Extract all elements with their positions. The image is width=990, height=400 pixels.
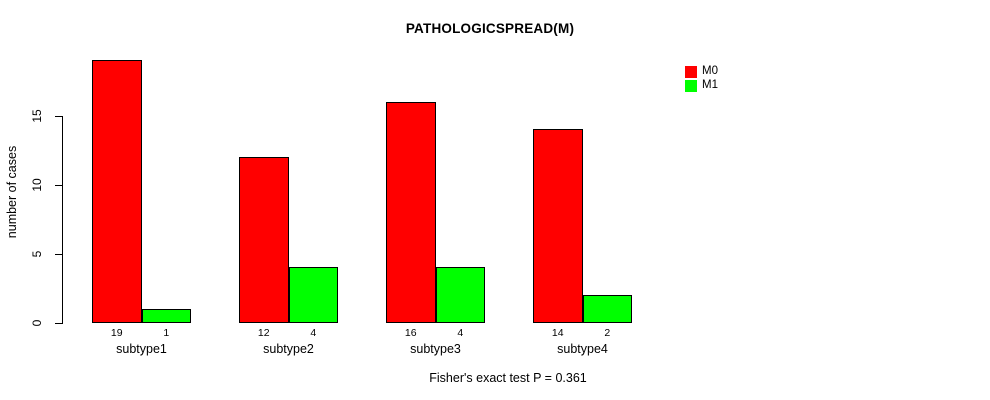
bar-m1-subtype4 bbox=[582, 294, 632, 323]
y-tick-label: 10 bbox=[30, 177, 44, 192]
bar-m0-subtype4 bbox=[533, 129, 583, 323]
bar-value-label: 1 bbox=[163, 327, 170, 339]
legend-label: M1 bbox=[702, 79, 718, 91]
bar-value-label: 14 bbox=[551, 327, 564, 339]
legend: M0 M1 bbox=[685, 65, 718, 93]
bar-value-label: 16 bbox=[404, 327, 417, 339]
legend-item: M0 bbox=[685, 65, 718, 78]
bar-m1-subtype2 bbox=[288, 267, 338, 323]
bar-m0-subtype3 bbox=[386, 101, 436, 323]
bar-value-label: 2 bbox=[604, 327, 611, 339]
bar-value-label: 4 bbox=[457, 327, 464, 339]
x-category-label: subtype3 bbox=[410, 342, 461, 356]
y-tick-mark bbox=[55, 253, 62, 255]
y-tick-mark bbox=[55, 184, 62, 186]
x-category-label: subtype1 bbox=[116, 342, 167, 356]
y-tick-label: 0 bbox=[30, 319, 44, 326]
y-tick-mark bbox=[55, 322, 62, 324]
bar-m1-subtype1 bbox=[141, 308, 191, 323]
y-tick-label: 5 bbox=[30, 250, 44, 257]
y-tick-label: 15 bbox=[30, 108, 44, 123]
legend-swatch-m1 bbox=[685, 79, 697, 92]
bar-value-label: 4 bbox=[310, 327, 317, 339]
annotation-fisher-test: Fisher's exact test P = 0.361 bbox=[429, 371, 587, 385]
x-category-label: subtype4 bbox=[557, 342, 608, 356]
legend-swatch-m0 bbox=[685, 65, 697, 78]
y-axis-line bbox=[62, 115, 63, 324]
bar-m0-subtype2 bbox=[239, 156, 289, 323]
legend-label: M0 bbox=[702, 65, 718, 77]
y-tick-mark bbox=[55, 115, 62, 117]
bar-m1-subtype3 bbox=[435, 267, 485, 323]
chart-title: PATHOLOGICSPREAD(M) bbox=[405, 21, 575, 36]
legend-item: M1 bbox=[685, 79, 718, 92]
x-category-label: subtype2 bbox=[263, 342, 314, 356]
bar-value-label: 19 bbox=[110, 327, 123, 339]
bar-value-label: 12 bbox=[257, 327, 270, 339]
bar-m0-subtype1 bbox=[92, 60, 142, 323]
